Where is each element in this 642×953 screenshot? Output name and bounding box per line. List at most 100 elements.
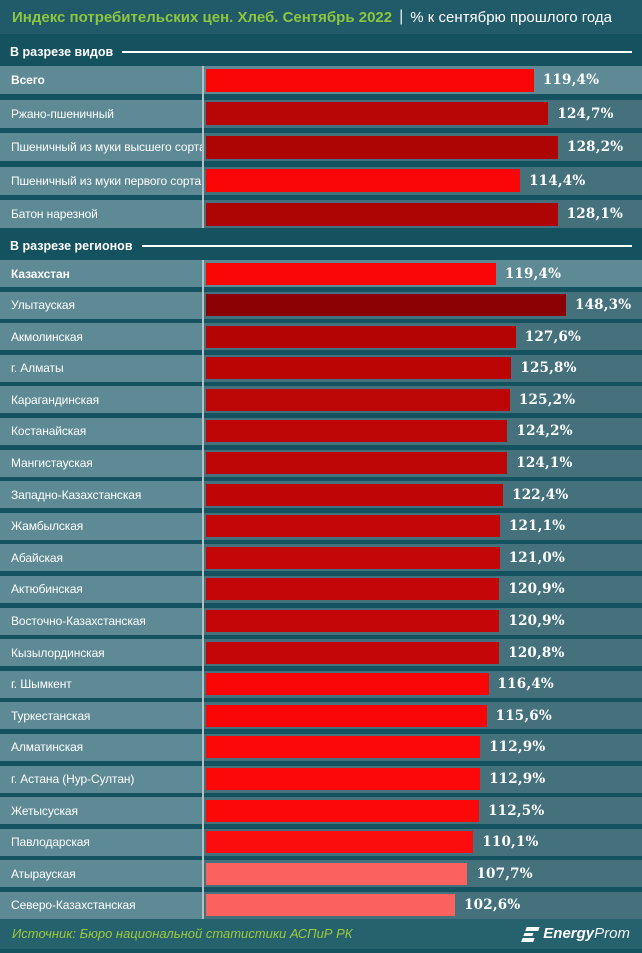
value-label: 124,1% <box>516 455 573 472</box>
category-label-cell: Павлодарская <box>0 828 203 856</box>
value-bar <box>206 102 549 125</box>
value-bar <box>206 325 516 348</box>
category-label-cell: г. Алматы <box>0 354 203 382</box>
page-subtitle: % к сентябрю прошлого года <box>410 8 612 26</box>
page-title: Индекс потребительских цен. Хлеб. Сентяб… <box>12 8 393 26</box>
bar-track: 124,7% <box>203 99 642 128</box>
value-bar <box>206 768 481 790</box>
bar-track: 116,4% <box>203 670 642 698</box>
bar-track: 112,9% <box>203 733 642 761</box>
bar-row: Мангистауская 124,1% <box>0 449 642 477</box>
value-bar <box>206 894 456 917</box>
value-label: 119,4% <box>504 265 562 282</box>
bar-row: Акмолинская 127,6% <box>0 323 642 351</box>
category-label-cell: Актюбинская <box>0 575 203 603</box>
bar-track: 125,8% <box>203 354 642 382</box>
bar-row: Всего 119,4% <box>0 66 642 94</box>
bar-row: г. Астана (Нур-Султан) 112,9% <box>0 765 642 793</box>
category-label: Ржано-пшеничный <box>11 106 114 121</box>
value-label: 125,8% <box>520 360 577 377</box>
section-header: В разрезе регионов <box>10 236 632 256</box>
value-bar <box>206 515 500 538</box>
bar-track: 128,1% <box>203 200 642 228</box>
bar-track: 110,1% <box>203 828 642 856</box>
bar-row: Улытауская 148,3% <box>0 291 642 319</box>
category-label: Атырауская <box>11 866 76 881</box>
section-title: В разрезе видов <box>10 45 114 59</box>
value-label: 124,7% <box>557 105 614 122</box>
bar-row: Павлодарская 110,1% <box>0 828 642 856</box>
bar-rows: Всего 119,4% Ржано-пшеничный 124,7% Пшен… <box>0 66 642 228</box>
energyprom-bars-icon <box>521 926 540 942</box>
category-label-cell: Атырауская <box>0 860 203 888</box>
bar-row: Актюбинская 120,9% <box>0 575 642 603</box>
category-label: Пшеничный из муки первого сорта <box>11 173 202 188</box>
value-bar <box>206 262 496 285</box>
value-bar <box>206 578 500 601</box>
category-label: Кызылординская <box>11 645 105 660</box>
value-bar <box>206 799 480 822</box>
value-label: 120,8% <box>508 644 565 661</box>
value-label: 121,0% <box>508 549 566 566</box>
category-label-cell: Ржано-пшеничный <box>0 99 203 128</box>
value-bar <box>206 704 487 727</box>
category-label: Костанайская <box>11 424 87 439</box>
category-label-cell: Казахстан <box>0 260 203 287</box>
bar-row: Восточно-Казахстанская 120,9% <box>0 607 642 635</box>
category-label: Казахстан <box>11 266 70 281</box>
bar-row: Ржано-пшеничный 124,7% <box>0 99 642 128</box>
category-label: Пшеничный из муки высшего сорта <box>11 140 206 154</box>
bar-track: 124,1% <box>203 449 642 477</box>
value-label: 120,9% <box>508 613 565 630</box>
category-label: Западно-Казахстанская <box>11 487 142 502</box>
category-label-cell: Пшеничный из муки высшего сорта <box>0 133 206 161</box>
section-rule-line <box>141 245 632 247</box>
bar-track: 120,8% <box>203 639 642 667</box>
bar-track: 120,9% <box>203 607 642 635</box>
value-label: 128,2% <box>567 139 624 155</box>
category-label-cell: Всего <box>0 66 203 94</box>
category-label: г. Алматы <box>11 361 64 376</box>
chart-sections: В разрезе видов Всего 119,4% Ржано-пшени… <box>0 34 642 919</box>
value-bar <box>206 641 500 664</box>
category-label: Акмолинская <box>11 329 83 344</box>
value-label: 114,4% <box>529 172 586 189</box>
section-header: В разрезе видов <box>10 42 632 62</box>
bar-track: 128,2% <box>203 133 642 161</box>
bar-track: 107,7% <box>203 860 642 888</box>
bar-rows: Казахстан 119,4% Улытауская 148,3% Акмол… <box>0 260 642 919</box>
category-label-cell: Жамбылская <box>0 512 203 540</box>
value-label: 115,6% <box>495 707 552 724</box>
logo-text-light: Prom <box>594 925 630 943</box>
bar-track: 125,2% <box>203 386 642 414</box>
value-label: 107,7% <box>476 865 533 882</box>
category-label: Улытауская <box>11 298 75 313</box>
bar-row: Казахстан 119,4% <box>0 260 642 287</box>
category-label: Батон нарезной <box>11 207 98 221</box>
source-note: Источник: Бюро национальной статистики А… <box>12 926 353 942</box>
axis-divider-line <box>202 260 204 919</box>
category-label: Восточно-Казахстанская <box>11 614 146 629</box>
value-bar <box>206 169 521 192</box>
category-label-cell: Алматинская <box>0 733 203 761</box>
category-label: Туркестанская <box>11 708 91 723</box>
bar-row: Туркестанская 115,6% <box>0 702 642 730</box>
category-label-cell: Кызылординская <box>0 639 203 667</box>
energyprom-logo: Energy Prom <box>521 925 630 943</box>
category-label: г. Шымкент <box>11 677 72 692</box>
bar-track: 124,2% <box>203 417 642 445</box>
bar-row: Жетысуская 112,5% <box>0 797 642 825</box>
bar-track: 127,6% <box>203 323 642 351</box>
bar-row: Жамбылская 121,1% <box>0 512 642 540</box>
bar-track: 119,4% <box>203 260 642 287</box>
category-label: Карагандинская <box>11 392 100 407</box>
value-bar <box>206 68 534 92</box>
value-bar <box>206 610 500 633</box>
value-bar <box>206 294 566 317</box>
category-label-cell: Пшеничный из муки первого сорта <box>0 166 203 195</box>
category-label: Актюбинская <box>11 582 83 597</box>
title-bar: Индекс потребительских цен. Хлеб. Сентяб… <box>0 0 642 34</box>
category-label-cell: Акмолинская <box>0 323 203 351</box>
category-label-cell: Туркестанская <box>0 702 203 730</box>
bar-row: Северо-Казахстанская 102,6% <box>0 891 642 919</box>
